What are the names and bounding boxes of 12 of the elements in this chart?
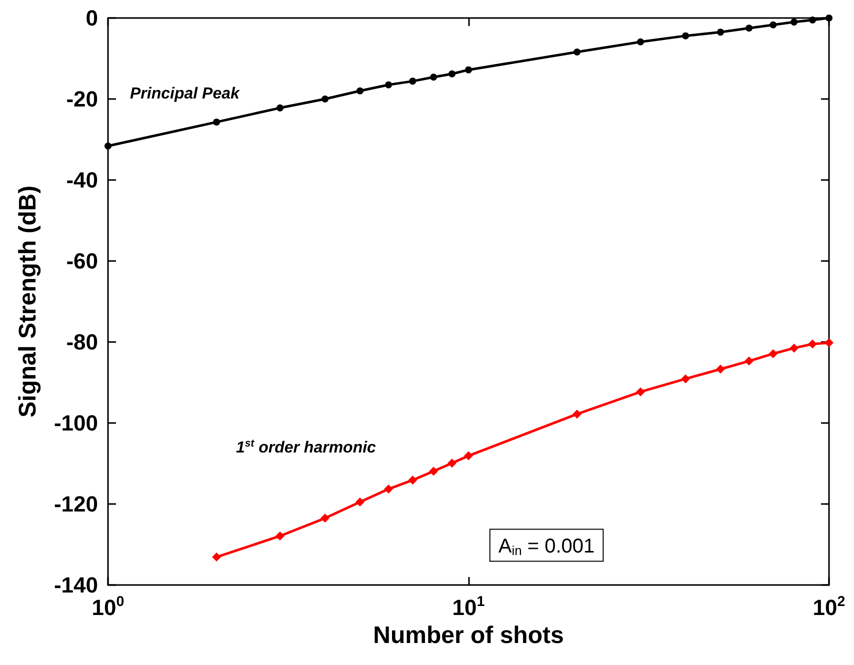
y-tick-label: -80 <box>66 330 98 354</box>
y-axis-title: Signal Strength (dB) <box>14 186 42 418</box>
y-tick-label: -20 <box>66 86 98 112</box>
y-tick-label: -60 <box>66 248 98 274</box>
y-tick-label: -100 <box>54 410 98 436</box>
y-tick-label: -120 <box>54 492 98 516</box>
x-axis-title: Number of shots <box>373 622 564 649</box>
y-tick-label: -40 <box>66 168 98 192</box>
y-tick-label: -140 <box>54 572 98 598</box>
annotation: Ain = 0.001 <box>498 535 595 558</box>
annotation: Principal Peak <box>130 86 240 102</box>
y-tick-label: 0 <box>86 6 98 30</box>
